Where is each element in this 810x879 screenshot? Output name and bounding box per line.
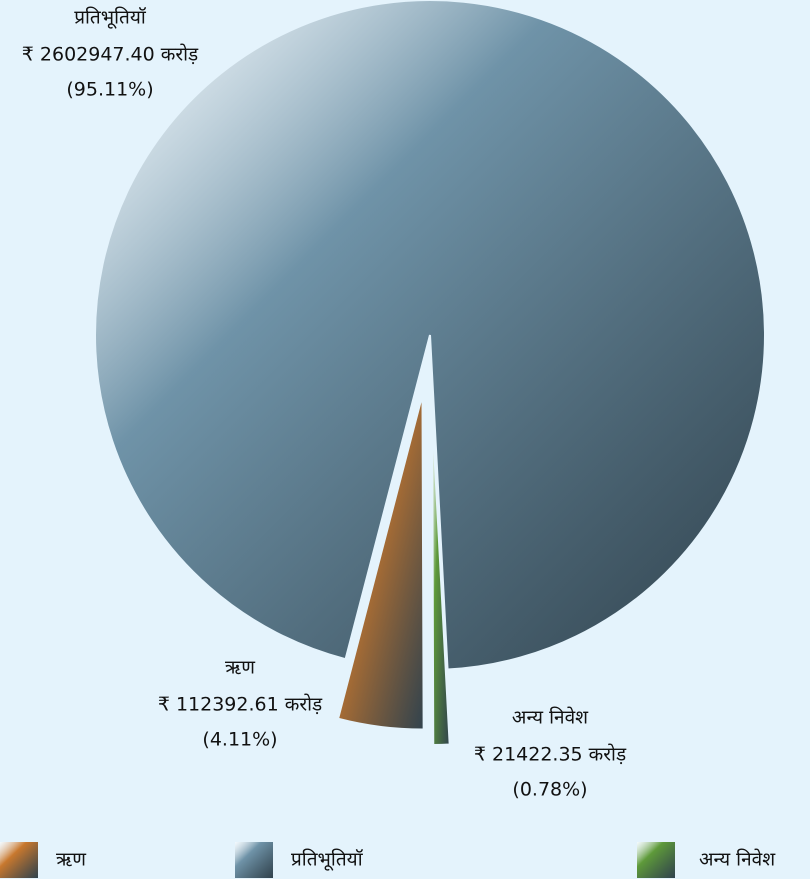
legend-label: ऋण <box>56 849 86 871</box>
legend-swatch <box>0 842 38 878</box>
category-label: प्रतिभूतियॉ <box>74 6 147 30</box>
percent-label: (4.11%) <box>202 729 277 751</box>
amount-label: ₹ 2602947.40 करोड़ <box>22 43 199 66</box>
category-label: अन्य निवेश <box>512 706 589 729</box>
percent-label: (95.11%) <box>66 79 153 101</box>
pie-slice <box>431 409 451 746</box>
pie-slice <box>94 0 766 671</box>
legend-swatch <box>235 842 273 878</box>
legend-label: प्रतिभूतियॉ <box>291 848 364 872</box>
amount-label: ₹ 112392.61 करोड़ <box>158 693 323 716</box>
category-label: ऋण <box>225 657 255 679</box>
amount-label: ₹ 21422.35 करोड़ <box>474 743 627 766</box>
legend-swatch <box>637 842 675 878</box>
pie-slice <box>336 394 425 731</box>
percent-label: (0.78%) <box>512 779 587 801</box>
legend-label: अन्य निवेश <box>699 848 776 871</box>
